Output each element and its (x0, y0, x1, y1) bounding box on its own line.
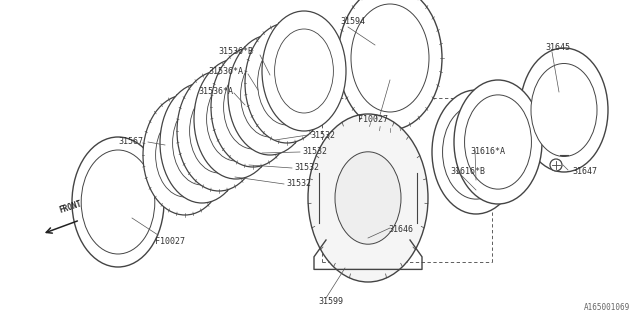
Text: 31567: 31567 (118, 138, 143, 147)
Ellipse shape (241, 53, 300, 137)
Text: A165001069: A165001069 (584, 303, 630, 312)
Text: 31536*B: 31536*B (218, 47, 253, 57)
Ellipse shape (194, 59, 278, 179)
Text: 31616*B: 31616*B (450, 167, 485, 177)
Ellipse shape (156, 113, 214, 197)
Ellipse shape (454, 80, 542, 204)
Text: 31532: 31532 (294, 164, 319, 172)
Ellipse shape (308, 114, 428, 282)
Ellipse shape (258, 41, 316, 125)
Ellipse shape (443, 105, 509, 199)
Text: 31599: 31599 (318, 298, 343, 307)
Ellipse shape (211, 47, 295, 167)
Ellipse shape (223, 65, 282, 149)
Text: F10027: F10027 (155, 237, 185, 246)
Text: 31646: 31646 (388, 226, 413, 235)
Ellipse shape (338, 0, 442, 130)
Ellipse shape (160, 83, 244, 203)
Text: 31594: 31594 (340, 18, 365, 27)
Ellipse shape (189, 89, 248, 173)
Text: 31532: 31532 (302, 148, 327, 156)
Circle shape (550, 159, 562, 171)
Text: 31647: 31647 (572, 167, 597, 177)
Ellipse shape (520, 48, 608, 172)
Ellipse shape (245, 23, 329, 143)
Ellipse shape (531, 63, 597, 156)
Text: F10027: F10027 (358, 116, 388, 124)
Text: FRONT: FRONT (58, 199, 83, 215)
Text: 31645: 31645 (545, 44, 570, 52)
Ellipse shape (465, 95, 531, 189)
Ellipse shape (432, 90, 520, 214)
Ellipse shape (173, 101, 232, 185)
Ellipse shape (275, 29, 333, 113)
Ellipse shape (207, 77, 266, 161)
Text: 31532: 31532 (286, 180, 311, 188)
Ellipse shape (177, 71, 261, 191)
Text: 31532: 31532 (310, 131, 335, 140)
Ellipse shape (335, 152, 401, 244)
Ellipse shape (81, 150, 155, 254)
Ellipse shape (228, 35, 312, 155)
Text: 31536*A: 31536*A (198, 87, 233, 97)
Ellipse shape (351, 4, 429, 112)
Ellipse shape (262, 11, 346, 131)
Text: 31536*A: 31536*A (208, 68, 243, 76)
Ellipse shape (72, 137, 164, 267)
Text: 31616*A: 31616*A (470, 148, 505, 156)
Ellipse shape (143, 95, 227, 215)
